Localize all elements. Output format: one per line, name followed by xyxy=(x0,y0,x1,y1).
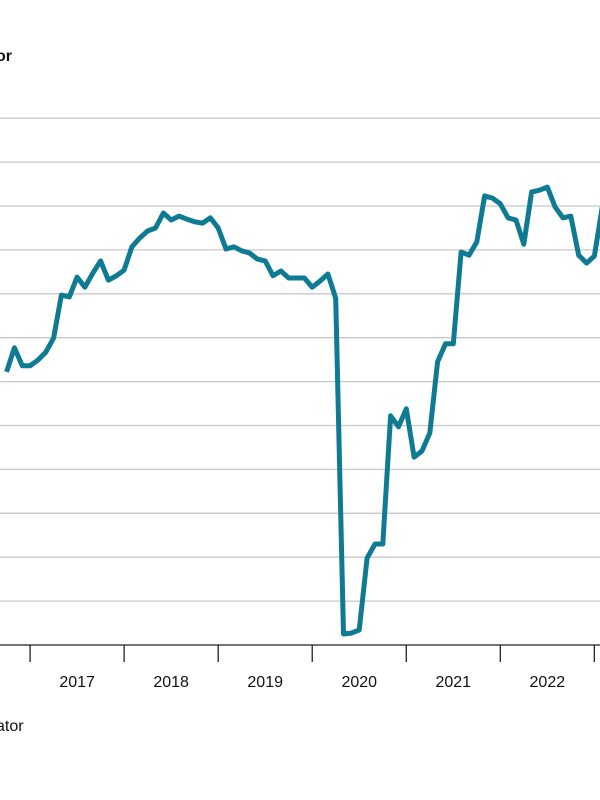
source: ator xyxy=(0,718,24,735)
line xyxy=(4,184,600,637)
x-tick-label: 2018 xyxy=(153,674,189,691)
chart-title: or xyxy=(0,48,12,65)
x-tick-label: 2022 xyxy=(530,674,566,691)
x-tick-label: 2017 xyxy=(59,674,95,691)
x-tick-label: 2021 xyxy=(435,674,471,691)
x-tick-label: 2019 xyxy=(247,674,283,691)
x-tick-label: 2020 xyxy=(341,674,377,691)
